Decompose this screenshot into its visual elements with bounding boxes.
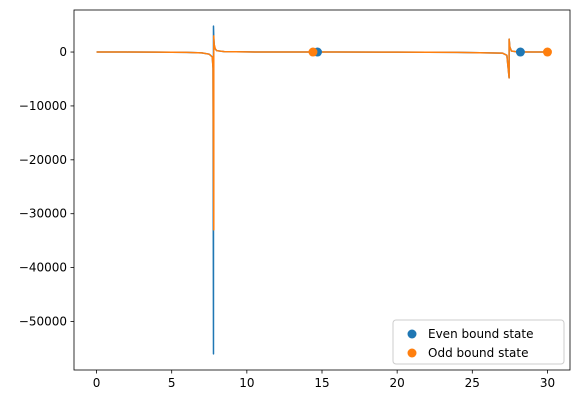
- y-tick-label: −50000: [19, 314, 67, 328]
- legend-box: [392, 319, 565, 365]
- legend-marker-even: [407, 329, 417, 339]
- y-tick-label: −30000: [19, 207, 67, 221]
- y-tick-label: −10000: [19, 99, 67, 113]
- x-axis: 0 5 10 15 20 25 30: [93, 370, 555, 390]
- y-tick-label: −20000: [19, 153, 67, 167]
- data-point-odd-points: [542, 47, 552, 57]
- legend-label-even: Even bound state: [428, 327, 534, 341]
- x-tick-label: 0: [93, 376, 101, 390]
- series-line-odd-line: [96, 35, 548, 231]
- y-tick-label: −40000: [19, 261, 67, 275]
- legend: Even bound state Odd bound state: [392, 319, 565, 365]
- legend-marker-odd: [407, 348, 417, 358]
- data-point-even-points: [515, 47, 525, 57]
- x-tick-label: 5: [168, 376, 176, 390]
- x-tick-label: 20: [390, 376, 405, 390]
- plot-points: [308, 47, 552, 57]
- x-tick-label: 25: [465, 376, 480, 390]
- data-point-odd-points: [308, 47, 318, 57]
- x-tick-label: 30: [540, 376, 555, 390]
- y-tick-label: 0: [59, 45, 67, 59]
- x-tick-label: 15: [314, 376, 329, 390]
- x-tick-label: 10: [239, 376, 254, 390]
- legend-label-odd: Odd bound state: [428, 346, 529, 360]
- y-axis: 0 −10000 −20000 −30000 −40000 −50000: [19, 45, 74, 328]
- plot-lines: [96, 25, 548, 355]
